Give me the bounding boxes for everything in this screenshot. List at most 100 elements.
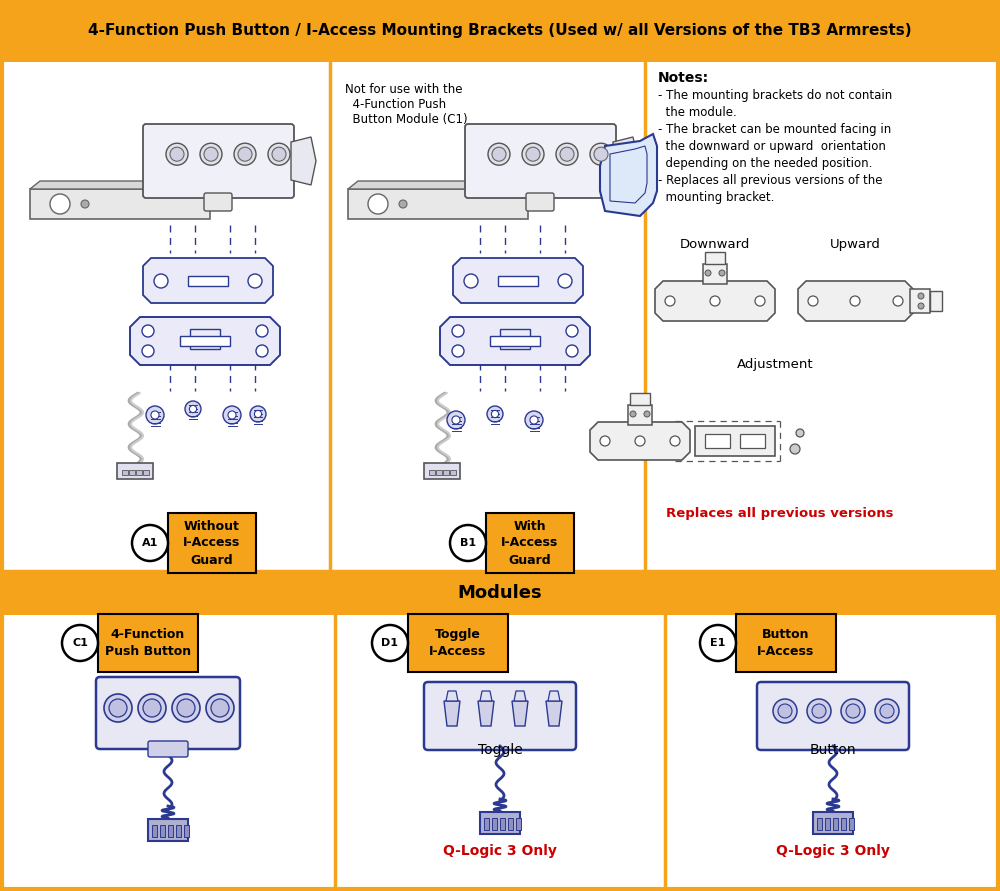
Circle shape	[710, 296, 720, 306]
FancyBboxPatch shape	[143, 470, 149, 475]
FancyBboxPatch shape	[825, 818, 830, 830]
Circle shape	[525, 411, 543, 429]
Circle shape	[590, 143, 612, 165]
Circle shape	[206, 694, 234, 722]
Text: Without
I-Access
Guard: Without I-Access Guard	[183, 519, 241, 567]
Circle shape	[755, 296, 765, 306]
Text: With
I-Access
Guard: With I-Access Guard	[501, 519, 559, 567]
Circle shape	[846, 704, 860, 718]
FancyBboxPatch shape	[465, 124, 616, 198]
Text: Button
I-Access: Button I-Access	[757, 628, 815, 658]
FancyBboxPatch shape	[484, 818, 489, 830]
Circle shape	[142, 325, 154, 337]
Circle shape	[172, 694, 200, 722]
Circle shape	[705, 270, 711, 276]
Text: Upward: Upward	[830, 238, 880, 251]
FancyBboxPatch shape	[96, 677, 240, 749]
FancyBboxPatch shape	[490, 336, 540, 346]
FancyBboxPatch shape	[736, 614, 836, 672]
Circle shape	[452, 416, 460, 424]
Text: A1: A1	[142, 538, 158, 548]
FancyBboxPatch shape	[705, 434, 730, 448]
Text: the downward or upward  orientation: the downward or upward orientation	[658, 140, 886, 153]
Polygon shape	[590, 422, 690, 460]
Circle shape	[812, 704, 826, 718]
FancyBboxPatch shape	[122, 470, 128, 475]
Circle shape	[238, 147, 252, 161]
FancyBboxPatch shape	[508, 818, 513, 830]
Circle shape	[146, 406, 164, 424]
FancyBboxPatch shape	[424, 682, 576, 750]
Circle shape	[635, 436, 645, 446]
Circle shape	[492, 147, 506, 161]
Circle shape	[778, 704, 792, 718]
Polygon shape	[291, 137, 316, 185]
FancyBboxPatch shape	[129, 470, 135, 475]
FancyBboxPatch shape	[500, 818, 505, 830]
FancyBboxPatch shape	[526, 193, 554, 211]
Circle shape	[250, 406, 266, 422]
Text: Q-Logic 3 Only: Q-Logic 3 Only	[443, 844, 557, 858]
Polygon shape	[695, 426, 775, 456]
FancyBboxPatch shape	[98, 614, 198, 672]
FancyBboxPatch shape	[910, 289, 930, 313]
Circle shape	[464, 274, 478, 288]
FancyBboxPatch shape	[2, 2, 998, 62]
FancyBboxPatch shape	[705, 252, 725, 264]
FancyBboxPatch shape	[492, 818, 497, 830]
Circle shape	[268, 143, 290, 165]
Circle shape	[530, 416, 538, 424]
Text: E1: E1	[710, 638, 726, 648]
FancyBboxPatch shape	[628, 405, 652, 425]
FancyBboxPatch shape	[500, 329, 530, 349]
FancyBboxPatch shape	[188, 276, 228, 286]
FancyBboxPatch shape	[740, 434, 765, 448]
Text: Replaces all previous versions: Replaces all previous versions	[666, 506, 894, 519]
FancyBboxPatch shape	[813, 812, 853, 834]
Circle shape	[841, 699, 865, 723]
Circle shape	[665, 296, 675, 306]
FancyBboxPatch shape	[498, 276, 538, 286]
FancyBboxPatch shape	[480, 812, 520, 834]
Circle shape	[566, 345, 578, 357]
Circle shape	[170, 147, 184, 161]
Polygon shape	[117, 463, 153, 479]
Polygon shape	[30, 181, 220, 189]
Text: B1: B1	[460, 538, 476, 548]
Circle shape	[143, 699, 161, 717]
Polygon shape	[798, 281, 913, 321]
FancyBboxPatch shape	[184, 825, 189, 837]
Circle shape	[790, 444, 800, 454]
Text: Notes:: Notes:	[658, 71, 709, 85]
Circle shape	[566, 325, 578, 337]
Text: Toggle
I-Access: Toggle I-Access	[429, 628, 487, 658]
Polygon shape	[613, 137, 638, 185]
Polygon shape	[478, 701, 494, 726]
FancyBboxPatch shape	[148, 819, 188, 841]
FancyBboxPatch shape	[168, 513, 256, 573]
FancyBboxPatch shape	[630, 393, 650, 405]
Circle shape	[700, 625, 736, 661]
Circle shape	[522, 143, 544, 165]
Circle shape	[399, 200, 407, 208]
Circle shape	[488, 143, 510, 165]
Circle shape	[487, 406, 503, 422]
FancyBboxPatch shape	[486, 513, 574, 573]
Polygon shape	[546, 701, 562, 726]
Circle shape	[138, 694, 166, 722]
Circle shape	[796, 429, 804, 437]
Circle shape	[880, 704, 894, 718]
Polygon shape	[514, 691, 526, 701]
Circle shape	[151, 411, 159, 419]
Circle shape	[211, 699, 229, 717]
Circle shape	[189, 405, 197, 413]
Circle shape	[447, 411, 465, 429]
FancyBboxPatch shape	[703, 264, 727, 284]
Polygon shape	[440, 317, 590, 365]
FancyBboxPatch shape	[849, 818, 854, 830]
Polygon shape	[446, 691, 458, 701]
Circle shape	[234, 143, 256, 165]
Circle shape	[109, 699, 127, 717]
Circle shape	[81, 200, 89, 208]
Polygon shape	[130, 317, 280, 365]
